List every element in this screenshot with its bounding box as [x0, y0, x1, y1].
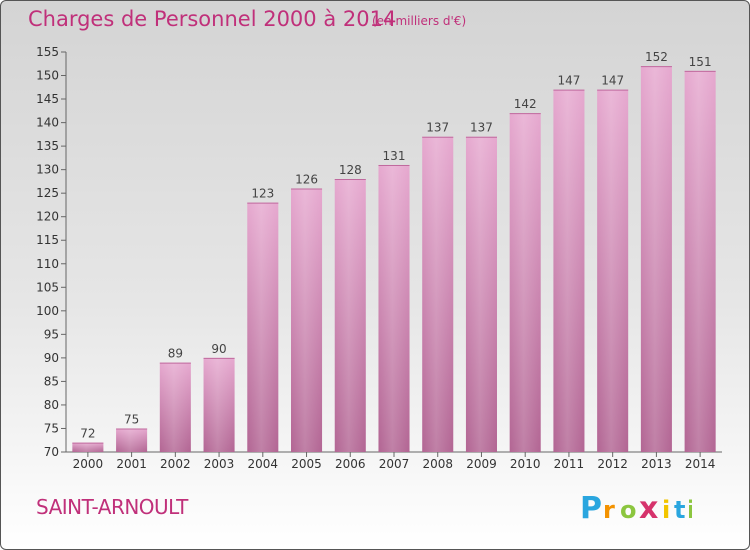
bar-highlight [159, 362, 191, 452]
data-label: 123 [251, 187, 274, 201]
bar-highlight [247, 202, 279, 452]
y-tick-label: 130 [36, 163, 59, 177]
data-label: 137 [470, 121, 493, 135]
logo-letter: i [687, 496, 692, 524]
data-label: 151 [689, 55, 712, 69]
logo-letters: Proxiti [580, 491, 692, 526]
logo-letter: P [580, 491, 602, 526]
y-tick-label: 150 [36, 69, 59, 83]
data-label: 90 [211, 342, 226, 356]
chart-title: Charges de Personnel 2000 à 2014 [28, 7, 397, 31]
data-label: 126 [295, 172, 318, 186]
x-tick-label: 2005 [291, 457, 322, 471]
data-label: 75 [124, 412, 139, 426]
x-tick-label: 2007 [379, 457, 410, 471]
x-tick-label: 2010 [510, 457, 541, 471]
x-tick-label: 2012 [597, 457, 628, 471]
bar-highlight [553, 89, 585, 452]
bar-highlight [378, 164, 410, 453]
data-label: 147 [601, 74, 624, 88]
y-tick-label: 85 [44, 374, 59, 388]
x-tick-label: 2014 [685, 457, 716, 471]
y-tick-label: 75 [44, 421, 59, 435]
y-tick-label: 120 [36, 210, 59, 224]
x-tick-label: 2002 [160, 457, 191, 471]
y-tick-label: 100 [36, 304, 59, 318]
bar-highlight [684, 70, 716, 452]
bar-highlight [116, 428, 148, 452]
x-tick-label: 2004 [248, 457, 279, 471]
y-tick-label: 105 [36, 280, 59, 294]
data-label: 89 [168, 347, 183, 361]
labels-group: 2000 72 2001 75 2002 89 2003 90 2004 123 2005 126 20… [73, 50, 716, 471]
bar-highlight [465, 136, 497, 453]
y-tick-label: 115 [36, 233, 59, 247]
y-tick-label: 155 [36, 45, 59, 59]
logo-letter: r [603, 496, 615, 524]
bar-highlight [203, 357, 235, 452]
y-tick-label: 140 [36, 116, 59, 130]
x-tick-label: 2001 [116, 457, 147, 471]
y-tick-label: 135 [36, 139, 59, 153]
town-name: SAINT-ARNOULT [36, 495, 188, 519]
bar-highlight [72, 442, 104, 452]
logo-letter: o [620, 496, 637, 524]
x-tick-label: 2011 [554, 457, 585, 471]
logo-letter: t [674, 496, 685, 524]
y-tick-label: 110 [36, 257, 59, 271]
data-label: 147 [557, 74, 580, 88]
logo-letter: x [639, 491, 658, 526]
x-tick-label: 2013 [641, 457, 672, 471]
y-tick-label: 80 [44, 398, 59, 412]
x-tick-label: 2000 [73, 457, 104, 471]
y-tick-label: 145 [36, 92, 59, 106]
proxiti-logo: Proxiti [580, 491, 692, 526]
y-tick-label: 125 [36, 186, 59, 200]
x-tick-label: 2009 [466, 457, 497, 471]
y-tick-label: 95 [44, 327, 59, 341]
y-tick-label: 70 [44, 445, 59, 459]
data-label: 72 [80, 427, 95, 441]
bar-highlight [509, 113, 541, 453]
x-tick-label: 2008 [422, 457, 453, 471]
data-label: 131 [383, 149, 406, 163]
bar-highlight [291, 188, 323, 452]
bar-highlight [422, 136, 454, 453]
data-label: 142 [514, 97, 537, 111]
bar-highlight [597, 89, 629, 452]
x-tick-label: 2006 [335, 457, 366, 471]
axes: 70 75 80 85 90 95 100 105 110 115 120 125 130 135 140 1… [36, 45, 722, 459]
data-label: 152 [645, 50, 668, 64]
data-label: 137 [426, 121, 449, 135]
x-tick-label: 2003 [204, 457, 235, 471]
logo-letter: i [662, 496, 670, 524]
data-label: 128 [339, 163, 362, 177]
bar-highlight [334, 179, 366, 452]
chart-subtitle: (en milliers d'€) [372, 14, 467, 28]
bars-group [72, 66, 716, 453]
y-tick-label: 90 [44, 351, 59, 365]
bar-highlight [640, 66, 672, 452]
